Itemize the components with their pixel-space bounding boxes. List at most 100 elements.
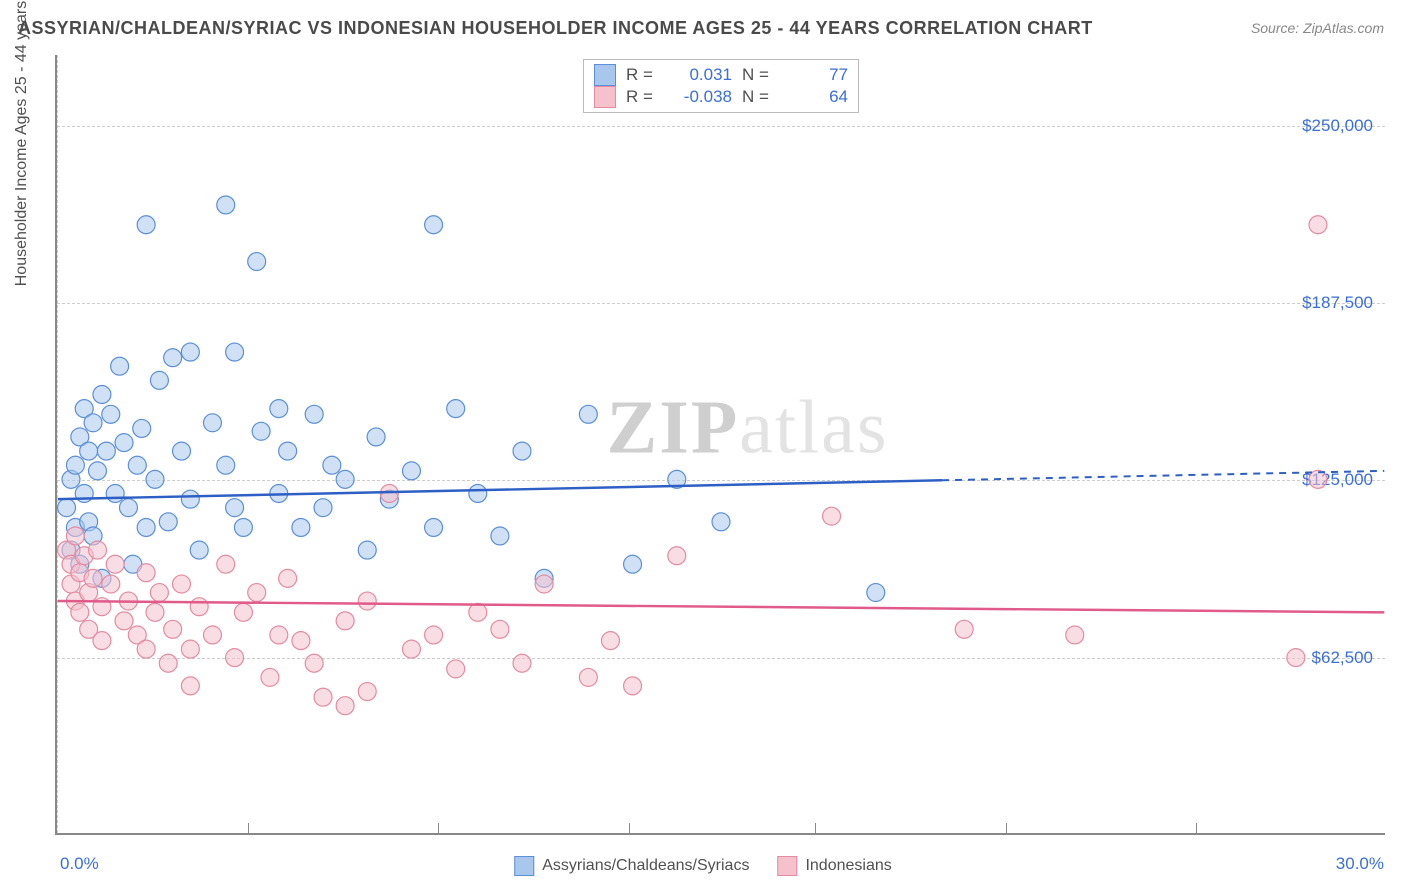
data-point xyxy=(97,442,115,460)
data-point xyxy=(380,485,398,503)
data-point xyxy=(292,518,310,536)
data-point xyxy=(491,620,509,638)
n-label: N = xyxy=(742,65,776,85)
data-point xyxy=(248,253,266,271)
correlation-legend: R = 0.031 N = 77 R = -0.038 N = 64 xyxy=(583,59,859,113)
data-point xyxy=(89,541,107,559)
data-point xyxy=(402,640,420,658)
data-point xyxy=(305,654,323,672)
data-point xyxy=(89,462,107,480)
data-point xyxy=(181,677,199,695)
data-point xyxy=(955,620,973,638)
data-point xyxy=(252,422,270,440)
data-point xyxy=(1309,216,1327,234)
data-point xyxy=(513,442,531,460)
data-point xyxy=(234,518,252,536)
data-point xyxy=(712,513,730,531)
data-point xyxy=(159,654,177,672)
legend-item: Indonesians xyxy=(777,856,891,876)
data-point xyxy=(137,518,155,536)
data-point xyxy=(447,660,465,678)
data-point xyxy=(624,555,642,573)
data-point xyxy=(402,462,420,480)
data-point xyxy=(217,456,235,474)
data-point xyxy=(190,598,208,616)
data-point xyxy=(279,442,297,460)
data-point xyxy=(71,603,89,621)
regression-line xyxy=(58,601,1385,612)
data-point xyxy=(469,485,487,503)
data-point xyxy=(270,400,288,418)
data-point xyxy=(159,513,177,531)
data-point xyxy=(115,612,133,630)
data-point xyxy=(1287,649,1305,667)
data-point xyxy=(133,419,151,437)
data-point xyxy=(358,592,376,610)
x-axis-min-label: 0.0% xyxy=(60,854,99,874)
data-point xyxy=(367,428,385,446)
data-point xyxy=(358,683,376,701)
data-point xyxy=(823,507,841,525)
data-point xyxy=(119,499,137,517)
data-point xyxy=(146,470,164,488)
data-point xyxy=(203,414,221,432)
data-point xyxy=(270,626,288,644)
data-point xyxy=(336,470,354,488)
data-point xyxy=(190,541,208,559)
data-point xyxy=(491,527,509,545)
data-point xyxy=(115,434,133,452)
n-value: 64 xyxy=(786,87,848,107)
data-point xyxy=(226,499,244,517)
data-point xyxy=(173,442,191,460)
data-point xyxy=(93,632,111,650)
data-point xyxy=(66,527,84,545)
data-point xyxy=(292,632,310,650)
data-point xyxy=(58,499,76,517)
data-point xyxy=(535,575,553,593)
y-axis-title: Householder Income Ages 25 - 44 years xyxy=(13,1,31,287)
data-point xyxy=(425,216,443,234)
n-value: 77 xyxy=(786,65,848,85)
data-point xyxy=(624,677,642,695)
data-point xyxy=(425,626,443,644)
data-point xyxy=(173,575,191,593)
data-point xyxy=(336,612,354,630)
legend-swatch-blue xyxy=(594,64,616,86)
plot-area: ZIPatlas R = 0.031 N = 77 R = -0.038 N =… xyxy=(55,55,1385,835)
source-attribution: Source: ZipAtlas.com xyxy=(1251,20,1384,36)
legend-swatch-pink xyxy=(594,86,616,108)
data-point xyxy=(447,400,465,418)
r-label: R = xyxy=(626,87,660,107)
data-point xyxy=(106,555,124,573)
data-point xyxy=(102,575,120,593)
data-point xyxy=(217,196,235,214)
data-point xyxy=(601,632,619,650)
r-label: R = xyxy=(626,65,660,85)
data-point xyxy=(358,541,376,559)
data-point xyxy=(305,405,323,423)
data-point xyxy=(66,456,84,474)
data-point xyxy=(226,343,244,361)
data-point xyxy=(164,620,182,638)
data-point xyxy=(102,405,120,423)
data-point xyxy=(137,640,155,658)
r-value: -0.038 xyxy=(670,87,732,107)
data-point xyxy=(1066,626,1084,644)
x-axis-max-label: 30.0% xyxy=(1336,854,1384,874)
data-point xyxy=(146,603,164,621)
data-point xyxy=(128,456,146,474)
data-point xyxy=(579,668,597,686)
correlation-legend-row: R = -0.038 N = 64 xyxy=(594,86,848,108)
data-point xyxy=(234,603,252,621)
data-point xyxy=(867,584,885,602)
data-point xyxy=(336,697,354,715)
legend-swatch-pink xyxy=(777,856,797,876)
plot-svg xyxy=(57,55,1385,833)
data-point xyxy=(217,555,235,573)
data-point xyxy=(80,442,98,460)
data-point xyxy=(181,343,199,361)
series-legend: Assyrians/Chaldeans/Syriacs Indonesians xyxy=(514,856,892,876)
data-point xyxy=(150,371,168,389)
legend-item: Assyrians/Chaldeans/Syriacs xyxy=(514,856,749,876)
legend-label: Indonesians xyxy=(805,857,891,875)
